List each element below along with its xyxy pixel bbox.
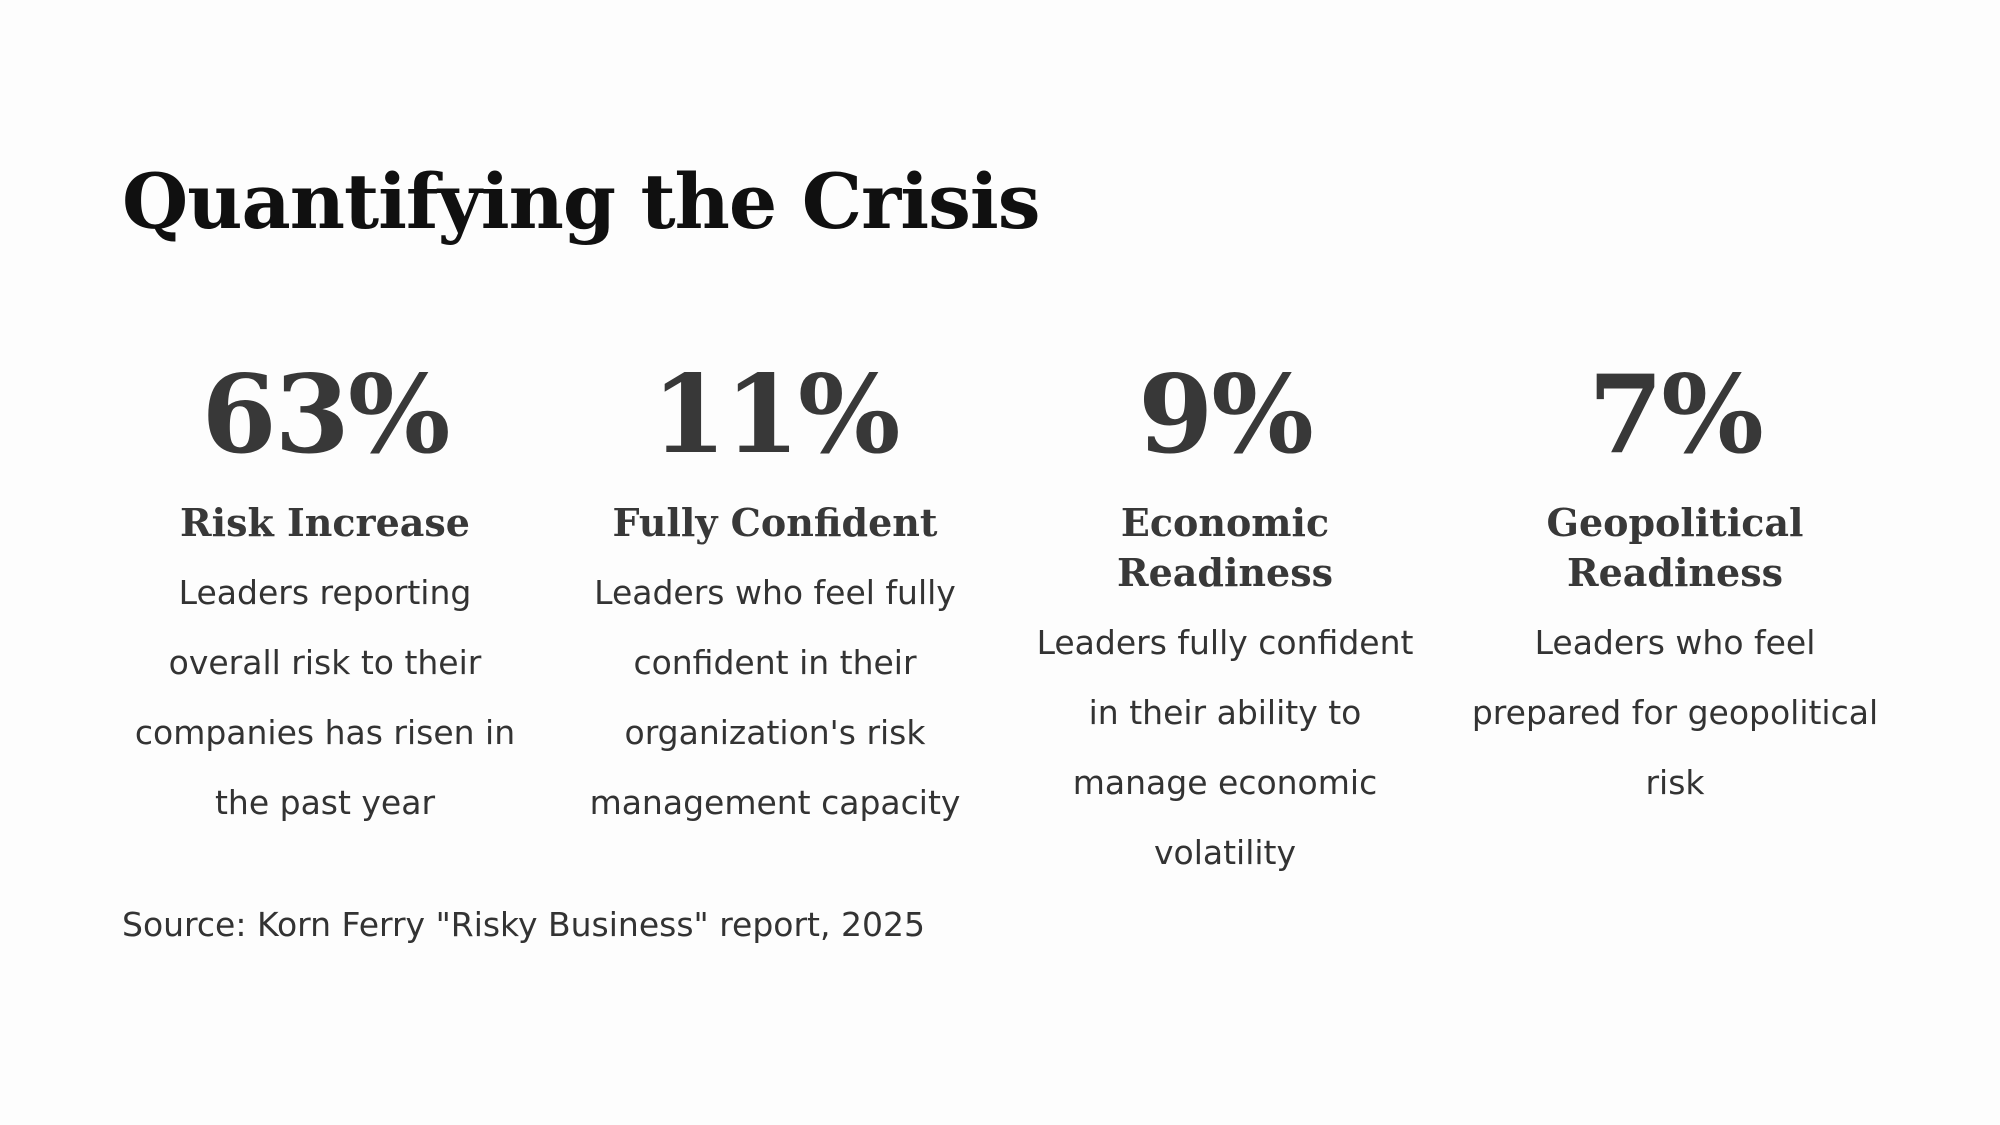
stat-value: 11%	[651, 352, 901, 478]
stat-value: 7%	[1588, 352, 1764, 478]
stat-fully-confident: 11% Fully Confident Leaders who feel ful…	[550, 340, 1000, 888]
stat-value: 63%	[201, 352, 451, 478]
stat-label: Geopolitical Readiness	[1546, 500, 1804, 595]
stat-label: Risk Increase	[180, 500, 470, 545]
stat-description: Leaders fully confident in their ability…	[1036, 623, 1414, 872]
stat-value: 9%	[1138, 352, 1314, 478]
stat-risk-increase: 63% Risk Increase Leaders reporting over…	[100, 340, 550, 888]
stat-description: Leaders who feel prepared for geopolitic…	[1471, 623, 1879, 802]
stat-description: Leaders who feel fully confident in thei…	[589, 573, 961, 822]
source-citation: Source: Korn Ferry "Risky Business" repo…	[122, 905, 925, 944]
stat-label: Fully Confident	[612, 500, 938, 545]
stat-geopolitical-readiness: 7% Geopolitical Readiness Leaders who fe…	[1450, 340, 1900, 888]
stat-economic-readiness: 9% Economic Readiness Leaders fully conf…	[1000, 340, 1450, 888]
stat-label: Economic Readiness	[1117, 500, 1333, 595]
slide-title: Quantifying the Crisis	[122, 157, 1041, 246]
stats-row: 63% Risk Increase Leaders reporting over…	[100, 340, 1900, 888]
stat-description: Leaders reporting overall risk to their …	[134, 573, 516, 822]
